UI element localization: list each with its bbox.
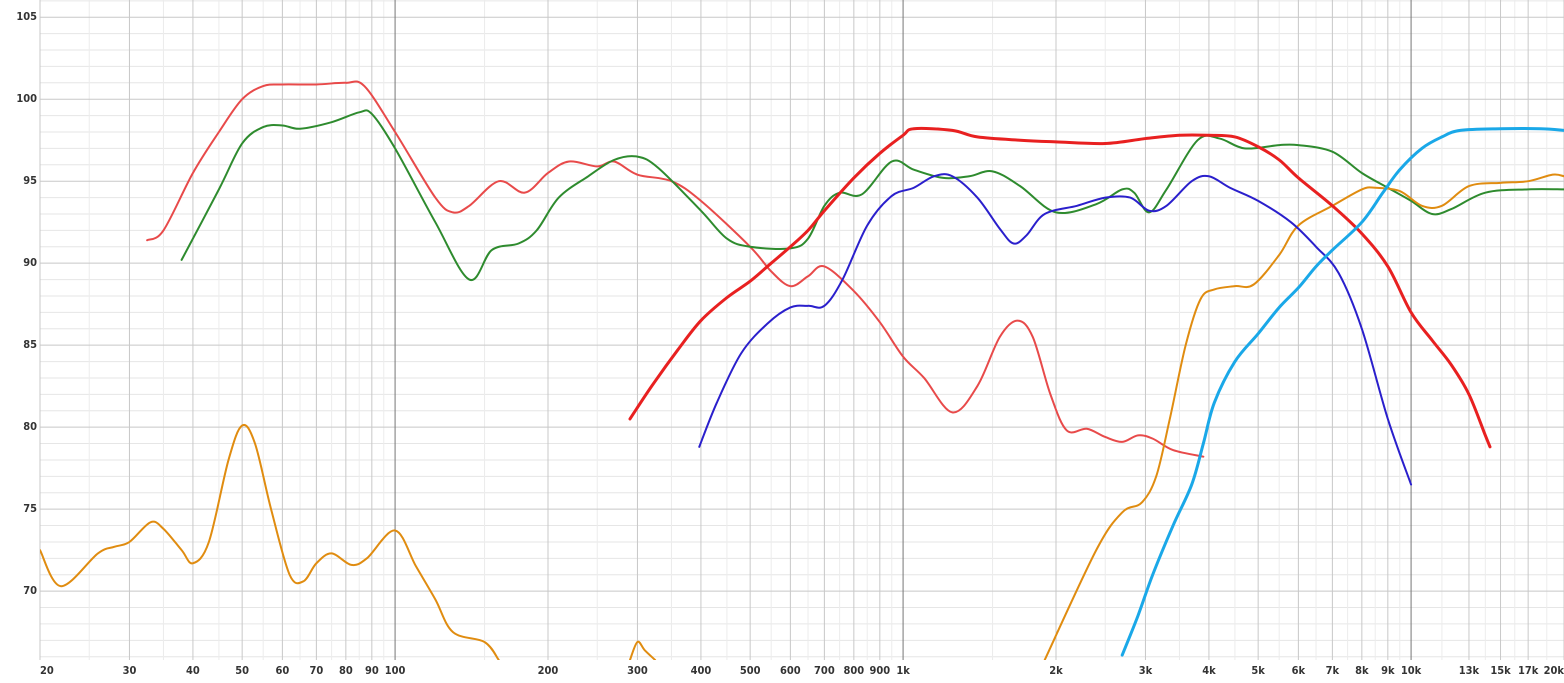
x-tick-label: 600 [780, 664, 801, 677]
x-tick-label: 20 [40, 664, 54, 677]
x-tick-label: 100 [385, 664, 406, 677]
x-tick-label: 8k [1355, 664, 1369, 677]
x-tick-label: 17k [1518, 664, 1539, 677]
x-tick-label: 90 [365, 664, 379, 677]
x-tick-label: 3k [1139, 664, 1153, 677]
x-tick-label: 10k [1401, 664, 1422, 677]
line-series [1120, 127, 1564, 657]
x-tick-label: 40 [186, 664, 200, 677]
plot-area [40, 80, 1564, 660]
tick-labels: 70 75 80 85 90 95 100 105 20 30 40 50 60 70 80 90 100 200… [16, 10, 1564, 677]
line-series [180, 109, 1564, 281]
x-tick-label: 4k [1202, 664, 1216, 677]
x-tick-label: 2k [1049, 664, 1063, 677]
x-tick-label: 5k [1251, 664, 1265, 677]
y-tick-label: 80 [23, 420, 37, 433]
x-tick-label: 60 [275, 664, 289, 677]
x-tick-label: 700 [814, 664, 835, 677]
y-tick-label: 85 [23, 338, 37, 351]
y-tick-label: 75 [23, 502, 37, 515]
x-tick-label: 50 [235, 664, 249, 677]
x-tick-label: 1k [896, 664, 910, 677]
x-tick-label: 15k [1490, 664, 1511, 677]
x-tick-label: 70 [309, 664, 323, 677]
x-tick-label: 400 [691, 664, 712, 677]
line-series [146, 80, 1205, 458]
y-tick-label: 90 [23, 256, 37, 269]
x-tick-label: 13k [1459, 664, 1480, 677]
y-tick-label: 95 [23, 174, 37, 187]
line-series [628, 126, 1492, 449]
x-tick-label: 900 [869, 664, 890, 677]
x-tick-label: 6k [1292, 664, 1306, 677]
x-tick-label: 500 [740, 664, 761, 677]
x-tick-label: 200 [538, 664, 559, 677]
y-tick-label: 70 [23, 584, 37, 597]
x-tick-label: 300 [627, 664, 648, 677]
x-tick-label: 80 [339, 664, 353, 677]
line-series [698, 173, 1413, 486]
x-tick-label: 9k [1381, 664, 1395, 677]
x-tick-label: 7k [1326, 664, 1340, 677]
x-tick-label: 20k [1544, 664, 1564, 677]
x-tick-label: 800 [844, 664, 865, 677]
line-series [1043, 173, 1564, 660]
line-series [628, 640, 657, 660]
line-series [40, 423, 500, 660]
grid [39, 0, 1564, 660]
y-tick-label: 105 [16, 10, 37, 23]
x-tick-label: 30 [123, 664, 137, 677]
y-tick-label: 100 [16, 92, 37, 105]
